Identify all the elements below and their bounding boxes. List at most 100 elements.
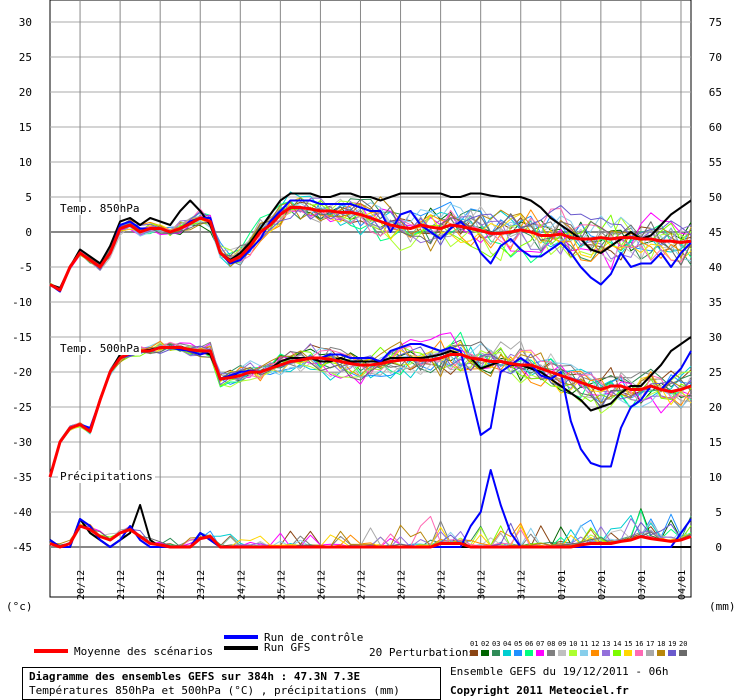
left-tick-label: -40 [12,506,32,519]
perturbation-line [49,197,692,291]
footer-copyright: Copyright 2011 Meteociel.fr [450,684,629,697]
perturbation-swatch [470,650,478,656]
right-tick-label: 25 [709,366,722,379]
perturbation-line [49,342,692,478]
x-tick-label: 20/12 [76,570,87,600]
chart-grid [49,0,692,598]
mean-precip-line [49,524,692,549]
perturbation-swatch [635,650,643,656]
x-tick-label: 01/01 [557,570,568,600]
right-tick-label: 55 [709,156,722,169]
footer-title: Diagramme des ensembles GEFS sur 384h : … [29,670,361,683]
perturbation-swatch [503,650,511,656]
perturbation-number: 10 [569,640,578,648]
perturbation-number: 05 [514,640,523,648]
label-precipitations: Précipitations [58,470,155,483]
perturbation-line [49,341,692,479]
x-tick-label: 27/12 [356,570,367,600]
perturbation-number: 01 [470,640,479,648]
perturbation-number: 14 [613,640,622,648]
right-axis-unit: (mm) [709,600,736,613]
perturbation-line [49,198,692,292]
mean-500-line [48,346,692,478]
left-tick-label: 5 [25,191,32,204]
left-tick-label: 10 [19,156,32,169]
label-500hpa: Temp. 500hPa [58,342,142,355]
right-tick-label: 40 [709,261,722,274]
mean-legend-label: Moyenne des scénarios [74,645,214,658]
label-850hpa: Temp. 850hPa [58,202,142,215]
left-tick-label: -30 [12,436,32,449]
right-tick-label: 10 [709,471,722,484]
x-tick-label: 26/12 [316,570,327,600]
left-axis-unit: (°c) [6,600,33,613]
perturbation-number: 09 [558,640,567,648]
x-tick-label: 22/12 [156,570,167,600]
right-tick-label: 50 [709,191,722,204]
perturbation-swatch [492,650,500,656]
left-tick-label: 30 [19,16,32,29]
perturbation-number: 11 [580,640,589,648]
perturbation-number: 20 [679,640,688,648]
x-tick-label: 25/12 [276,570,287,600]
right-tick-label: 45 [709,226,722,239]
mean-850-line [49,206,692,292]
plot-frame [49,0,692,598]
perturbation-number: 17 [646,640,655,648]
perturbation-swatch [547,650,555,656]
perturbations-legend-label: 20 Perturbations [369,646,475,659]
perturbation-number: 19 [668,640,677,648]
perturbation-swatch [591,650,599,656]
perturbation-number: 02 [481,640,490,648]
left-tick-label: -25 [12,401,32,414]
perturbation-swatch [668,650,676,656]
perturbation-swatch [646,650,654,656]
right-tick-label: 15 [709,436,722,449]
perturbation-swatch [624,650,632,656]
gfs-legend-label: Run GFS [264,641,311,654]
x-tick-label: 04/01 [677,570,688,600]
perturbation-number: 08 [547,640,556,648]
perturbation-swatch [525,650,533,656]
perturbation-line [49,197,692,291]
perturbation-number: 03 [492,640,501,648]
footer-run-info: Ensemble GEFS du 19/12/2011 - 06h [450,665,669,678]
x-tick-label: 24/12 [236,570,247,600]
perturbation-swatch [481,650,489,656]
perturbation-line [49,201,692,291]
right-tick-label: 0 [715,541,722,554]
left-tick-label: -10 [12,296,32,309]
right-tick-label: 20 [709,401,722,414]
control-legend-line [224,635,258,639]
main-series [48,192,692,549]
left-tick-label: 15 [19,121,32,134]
x-tick-label: 28/12 [397,570,408,600]
perturbation-number: 16 [635,640,644,648]
perturbation-number: 12 [591,640,600,648]
x-tick-label: 03/01 [637,570,648,600]
x-tick-label: 21/12 [116,570,127,600]
x-tick-label: 31/12 [517,570,528,600]
perturbation-number: 15 [624,640,633,648]
perturbation-swatch [569,650,577,656]
right-tick-label: 75 [709,16,722,29]
perturbation-swatch [558,650,566,656]
control-legend-label: Run de contrôle [264,631,364,644]
perturbation-swatch [602,650,610,656]
x-tick-label: 02/01 [597,570,608,600]
left-tick-label: -5 [19,261,32,274]
perturbation-swatch [679,650,687,656]
right-tick-label: 35 [709,296,722,309]
perturbation-line [49,340,692,479]
x-tick-label: 29/12 [437,570,448,600]
perturbation-line [49,332,692,478]
perturbation-swatch [514,650,522,656]
perturbation-number: 13 [602,640,611,648]
x-tick-label: 30/12 [477,570,488,600]
right-tick-label: 5 [715,506,722,519]
left-tick-label: -20 [12,366,32,379]
gfs-850-line [49,192,692,289]
perturbation-number: 18 [657,640,666,648]
